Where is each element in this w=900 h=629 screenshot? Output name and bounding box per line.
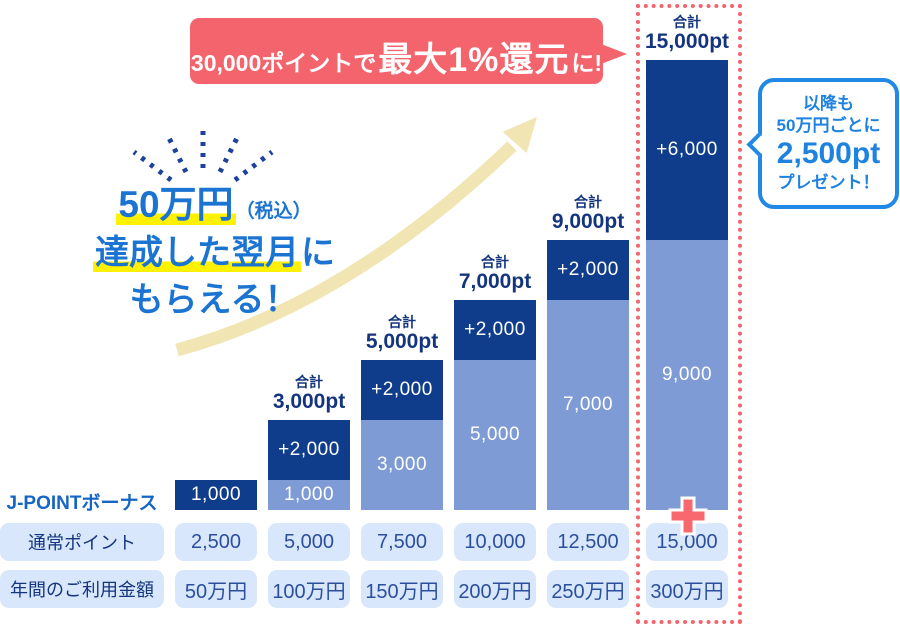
bar-base-segment-3: 5,000	[454, 360, 536, 510]
annual-amount-cell-3: 200万円	[454, 570, 536, 608]
headline-line2: 達成した翌月に	[58, 232, 370, 275]
normal-points-cell-3: 10,000	[454, 523, 536, 561]
normal-points-cell-4: 12,500	[547, 523, 629, 561]
callout-line2: 50万円ごとに	[776, 116, 881, 136]
normal-points-cell-0: 2,500	[175, 523, 257, 561]
bonus-row-label: J-POINTボーナス	[6, 493, 158, 514]
total-value: 3,000pt	[272, 390, 346, 414]
annual-amount-cell-0: 50万円	[175, 570, 257, 608]
bar-bonus-segment-3: +2,000	[454, 300, 536, 360]
callout-line3: プレゼント！	[777, 172, 880, 192]
annual-amount-cell-5: 300万円	[646, 570, 728, 608]
normal-points-cell-5: 15,000	[646, 523, 728, 561]
bar-bonus-segment-1: +2,000	[268, 420, 350, 480]
bar-total-label-1: 合計 3,000pt	[249, 374, 369, 414]
normal-points-cell-1: 5,000	[268, 523, 350, 561]
banner-text-emphasis: 最大1%還元	[378, 41, 570, 79]
bar-bonus-segment-0: 1,000	[175, 480, 257, 510]
bar-base-segment-5: 9,000	[646, 240, 728, 510]
bar-bonus-segment-5: +6,000	[646, 60, 728, 240]
headline-line1: 50万円 （税込）	[58, 184, 370, 227]
total-value: 5,000pt	[365, 330, 439, 354]
bar-total-label-3: 合計 7,000pt	[435, 254, 555, 294]
bar-total-label-2: 合計 5,000pt	[342, 314, 462, 354]
headline-line2-highlight: 達成した翌月	[93, 233, 301, 272]
total-value: 15,000pt	[644, 30, 730, 54]
bonus-callout: 以降も 50万円ごとに 2,500pt プレゼント！	[746, 78, 899, 209]
highlight-column-frame	[636, 4, 742, 624]
callout-tail-icon	[746, 132, 771, 157]
bar-bonus-segment-4: +2,000	[547, 240, 629, 300]
total-prefix: 合計	[388, 314, 416, 330]
callout-points: 2,500pt	[776, 137, 881, 171]
banner-text-suffix: に!	[571, 50, 603, 76]
burst-rays-icon	[132, 130, 274, 182]
headline-amount: 50万円	[116, 184, 236, 225]
bar-bonus-segment-2: +2,000	[361, 360, 443, 420]
banner-text-prefix: 30,000ポイントで	[190, 50, 377, 76]
headline: 50万円 （税込） 達成した翌月に もらえる！	[58, 184, 370, 322]
normal-points-cell-2: 7,500	[361, 523, 443, 561]
total-prefix: 合計	[295, 374, 323, 390]
annual-amount-cell-4: 250万円	[547, 570, 629, 608]
bar-base-segment-4: 7,000	[547, 300, 629, 510]
bar-base-segment-2: 3,000	[361, 420, 443, 510]
normal-points-row-label: 通常ポイント	[0, 523, 164, 561]
plus-icon	[668, 496, 708, 536]
total-value: 7,000pt	[458, 270, 532, 294]
bar-base-segment-1: 1,000	[268, 480, 350, 510]
annual-amount-cell-1: 100万円	[268, 570, 350, 608]
total-value: 9,000pt	[551, 210, 625, 234]
bar-total-label-4: 合計 9,000pt	[528, 194, 648, 234]
total-prefix: 合計	[481, 254, 509, 270]
total-prefix: 合計	[673, 14, 701, 30]
banner-tail-icon	[601, 44, 627, 64]
annual-amount-cell-2: 150万円	[361, 570, 443, 608]
bar-total-label-5: 合計 15,000pt	[627, 14, 747, 54]
headline-line3: もらえる！	[129, 281, 299, 320]
headline-line2-tail: に	[301, 233, 335, 272]
top-banner: 30,000ポイントで 最大1%還元 に!	[190, 18, 627, 84]
total-prefix: 合計	[574, 194, 602, 210]
headline-tax-note: （税込）	[235, 201, 312, 222]
callout-line1: 以降も	[803, 94, 854, 114]
annual-amount-row-label: 年間のご利用金額	[0, 570, 164, 608]
